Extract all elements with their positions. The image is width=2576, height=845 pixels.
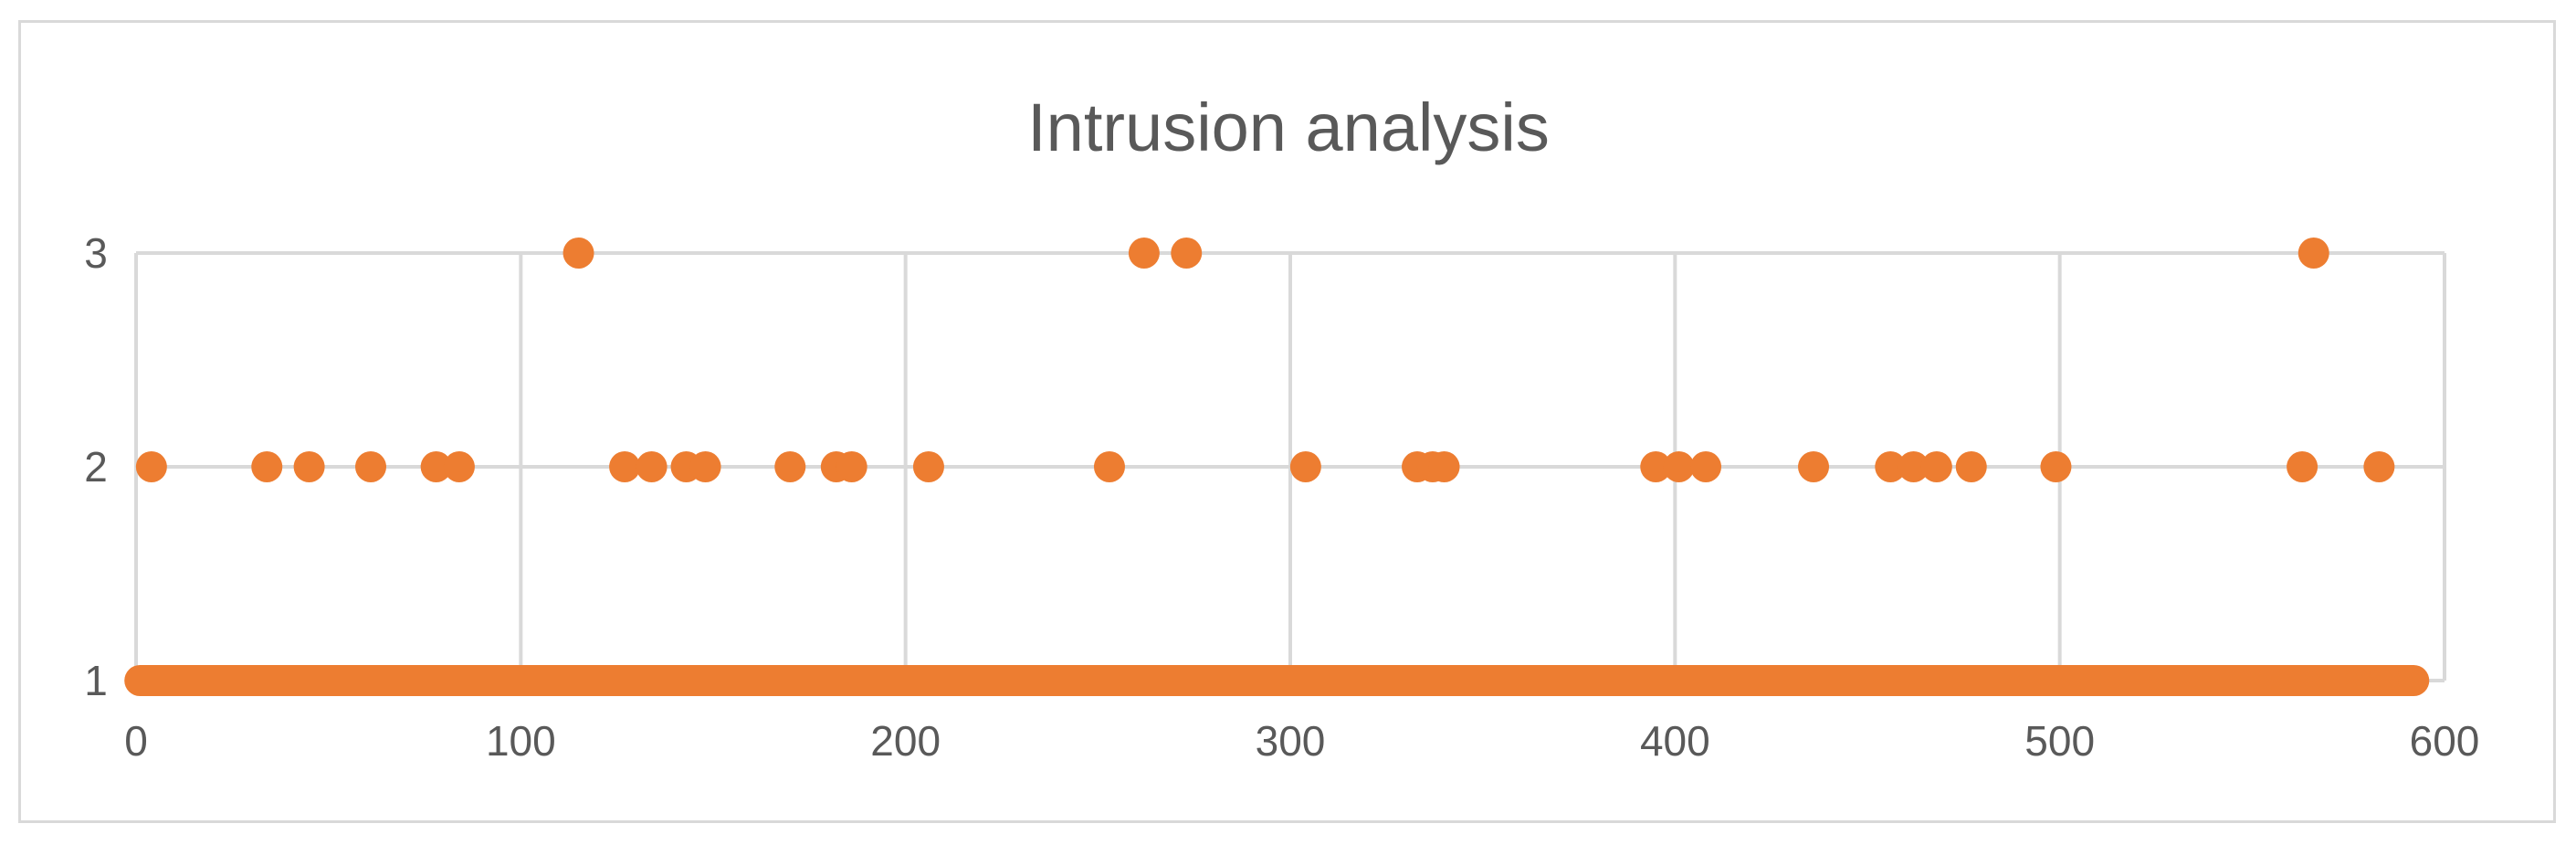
data-point	[1898, 451, 1929, 482]
data-point	[1920, 451, 1952, 482]
y-tick-label: 2	[84, 443, 108, 491]
x-tick-label: 500	[2024, 717, 2095, 765]
data-points	[135, 238, 2395, 482]
data-point	[2287, 451, 2318, 482]
x-tick-label: 200	[870, 717, 941, 765]
chart-area: Intrusion analysis 0 100 200 300 400 500 600 1 2…	[18, 20, 2556, 823]
data-point	[1428, 451, 1460, 482]
data-point	[2297, 238, 2329, 269]
data-point	[1798, 451, 1830, 482]
data-point	[774, 451, 806, 482]
x-tick-label: 300	[1256, 717, 1326, 765]
data-point	[420, 451, 452, 482]
data-point	[912, 451, 944, 482]
data-point	[1128, 238, 1160, 269]
data-point	[609, 451, 641, 482]
data-point	[443, 451, 475, 482]
scatter-chart: Intrusion analysis 0 100 200 300 400 500 600 1 2…	[84, 90, 2479, 765]
data-point	[836, 451, 867, 482]
x-tick-label: 0	[124, 717, 148, 765]
data-point	[1171, 238, 1203, 269]
data-point	[1875, 451, 1907, 482]
data-point	[563, 238, 594, 269]
x-tick-label: 100	[486, 717, 556, 765]
data-point	[2363, 451, 2395, 482]
tick-labels: 0 100 200 300 400 500 600 1 2 3	[84, 229, 2479, 765]
x-tick-label: 400	[1640, 717, 1710, 765]
data-point	[1093, 451, 1125, 482]
data-point	[1663, 451, 1695, 482]
data-point	[251, 451, 283, 482]
y-tick-label: 3	[84, 229, 108, 277]
data-point	[1955, 451, 1987, 482]
y-tick-label: 1	[84, 657, 108, 704]
data-point	[293, 451, 325, 482]
data-point	[135, 451, 167, 482]
data-point	[355, 451, 387, 482]
data-point	[1289, 451, 1321, 482]
chart-title: Intrusion analysis	[1027, 90, 1550, 165]
data-point	[636, 451, 668, 482]
data-point	[2040, 451, 2072, 482]
data-point	[689, 451, 721, 482]
x-tick-label: 600	[2410, 717, 2480, 765]
data-point	[1690, 451, 1722, 482]
data-point	[1640, 451, 1672, 482]
